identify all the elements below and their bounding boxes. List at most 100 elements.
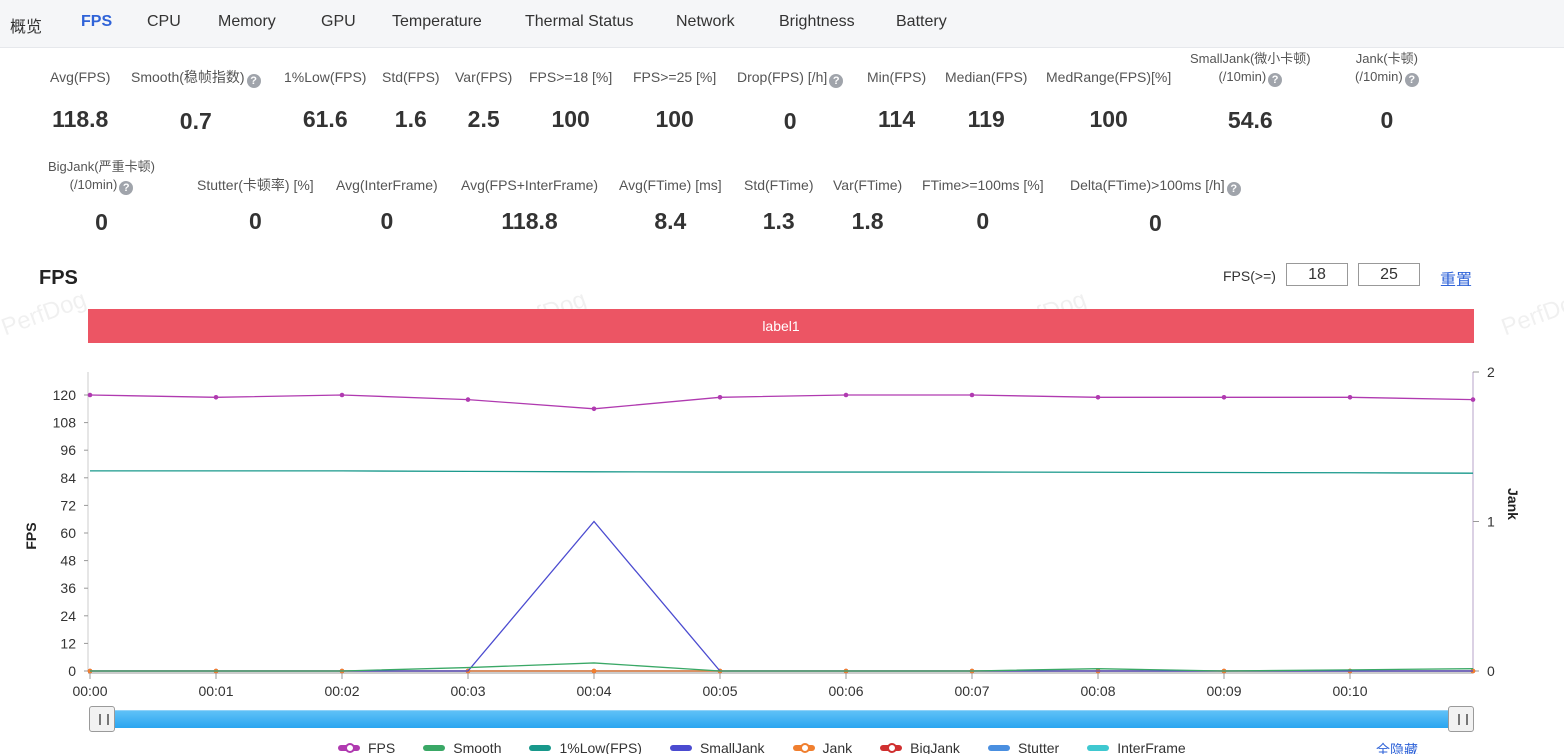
- time-range-slider[interactable]: [90, 710, 1472, 728]
- fps-threshold-input-1[interactable]: [1286, 263, 1348, 286]
- x-tick-label: 00:09: [1206, 683, 1241, 699]
- fps-threshold-label: FPS(>=): [1223, 268, 1276, 284]
- metric-delta-ftime: Delta(FTime)>100ms [/h]? 0: [1070, 176, 1241, 237]
- slider-handle-right[interactable]: [1448, 706, 1474, 732]
- x-tick-label: 00:06: [828, 683, 863, 699]
- legend-item[interactable]: FPS: [338, 740, 395, 754]
- y2-tick-label: 1: [1487, 514, 1495, 530]
- legend-label: Stutter: [1017, 740, 1060, 754]
- legend-swatch: [423, 745, 446, 751]
- legend-item[interactable]: 1%Low(FPS): [529, 740, 642, 754]
- data-point-fps: [465, 397, 471, 402]
- legend-label: SmallJank: [699, 740, 765, 754]
- metric-smalljank: SmallJank(微小卡顿) (/10min)? 54.6: [1190, 51, 1311, 133]
- tab-overview[interactable]: 概览: [10, 19, 43, 36]
- help-icon[interactable]: ?: [1268, 73, 1283, 87]
- metric-smooth: Smooth(稳帧指数)? 0.7: [131, 68, 261, 135]
- legend-swatch: [669, 745, 692, 751]
- metric-fps-ge-18: FPS>=18 [%] 100: [529, 69, 613, 132]
- metric-avg-interframe: Avg(InterFrame) 0: [336, 177, 438, 234]
- legend-item[interactable]: Stutter: [987, 740, 1060, 754]
- x-tick-label: 00:04: [576, 683, 611, 699]
- y2-tick-label: 0: [1487, 663, 1495, 679]
- y-tick-label: 48: [60, 553, 76, 569]
- x-tick-label: 00:01: [198, 683, 233, 699]
- label-bar[interactable]: label1: [88, 309, 1474, 343]
- metric-medrange-fps: MedRange(FPS)[%] 100: [1046, 69, 1172, 132]
- data-point-fps: [843, 392, 849, 398]
- series-line-smooth: [90, 662, 1474, 672]
- legend-item[interactable]: BigJank: [880, 740, 960, 754]
- metric-min-fps: Min(FPS) 114: [867, 69, 927, 132]
- watermark: PerfDog: [1497, 285, 1564, 342]
- help-icon[interactable]: ?: [1404, 73, 1419, 87]
- legend-item[interactable]: Jank: [792, 740, 853, 754]
- legend-swatch: [880, 743, 903, 753]
- metric-std-ftime: Std(FTime) 1.3: [744, 177, 814, 234]
- tab-memory[interactable]: Memory: [218, 13, 276, 30]
- legend-swatch: [1087, 745, 1110, 751]
- data-point-fps: [1221, 395, 1227, 400]
- tab-battery[interactable]: Battery: [896, 13, 947, 30]
- hide-all-button[interactable]: 全隐藏: [1376, 742, 1418, 754]
- data-point-fps: [591, 406, 597, 412]
- y2-tick-label: 2: [1487, 364, 1495, 380]
- metric-jank: Jank(卡顿) (/10min)? 0: [1355, 51, 1419, 133]
- x-tick-label: 00:07: [954, 683, 989, 699]
- watermark: PerfDog: [0, 285, 90, 342]
- metric-ftime-ge-100ms: FTime>=100ms [%] 0: [922, 177, 1044, 234]
- tab-gpu[interactable]: GPU: [321, 13, 356, 30]
- legend-label: Jank: [822, 740, 853, 754]
- y-axis-label: FPS: [23, 522, 39, 549]
- help-icon[interactable]: ?: [119, 181, 134, 195]
- legend-item[interactable]: SmallJank: [669, 740, 765, 754]
- metric-drop-fps: Drop(FPS) [/h]? 0: [737, 68, 844, 135]
- series-line-smalljank: [90, 520, 1473, 672]
- data-point-fps: [213, 395, 219, 400]
- data-point-jank: [591, 668, 597, 674]
- tab-cpu[interactable]: CPU: [147, 13, 181, 30]
- tab-thermal-status[interactable]: Thermal Status: [525, 13, 634, 30]
- metric-stutter: Stutter(卡顿率) [%] 0: [197, 177, 314, 234]
- tab-network[interactable]: Network: [676, 13, 735, 30]
- tab-bar: 概览 FPS CPU Memory GPU Temperature Therma…: [0, 0, 1564, 48]
- chart-title: FPS: [39, 267, 78, 289]
- metric-median-fps: Median(FPS) 119: [945, 69, 1028, 132]
- tab-brightness[interactable]: Brightness: [779, 13, 855, 30]
- legend-swatch: [792, 743, 815, 753]
- y-tick-label: 72: [60, 497, 76, 513]
- metric-avg-fps-interframe: Avg(FPS+InterFrame) 118.8: [461, 177, 599, 234]
- y-tick-label: 36: [60, 580, 76, 596]
- data-point-fps: [1347, 395, 1353, 400]
- help-icon[interactable]: ?: [1226, 182, 1241, 196]
- legend-swatch: [987, 745, 1010, 751]
- metric-bigjank: BigJank(严重卡顿) (/10min)? 0: [48, 159, 155, 235]
- help-icon[interactable]: ?: [829, 74, 844, 88]
- series-line-fps: [89, 394, 1474, 410]
- metric-1pct-low: 1%Low(FPS) 61.6: [284, 69, 367, 132]
- legend-label: FPS: [368, 740, 396, 754]
- legend-item[interactable]: Smooth: [423, 740, 501, 754]
- tab-temperature[interactable]: Temperature: [392, 13, 482, 30]
- metric-var-ftime: Var(FTime) 1.8: [833, 177, 903, 234]
- help-icon[interactable]: ?: [246, 74, 261, 88]
- x-tick-label: 00:03: [450, 683, 485, 699]
- metric-std-fps: Std(FPS) 1.6: [382, 69, 440, 132]
- y-tick-label: 24: [60, 608, 76, 624]
- metric-fps-ge-25: FPS>=25 [%] 100: [633, 69, 717, 132]
- legend-item[interactable]: InterFrame: [1087, 740, 1186, 754]
- data-point-fps: [339, 392, 345, 398]
- chart-legend: FPS Smooth 1%Low(FPS) SmallJank Jank BigJank S…: [338, 740, 1214, 754]
- slider-handle-left[interactable]: [89, 706, 115, 732]
- x-tick-label: 00:00: [72, 683, 107, 699]
- fps-threshold-input-2[interactable]: [1358, 263, 1420, 286]
- y-tick-label: 120: [53, 387, 77, 403]
- tab-fps[interactable]: FPS: [81, 13, 113, 30]
- y-tick-label: 108: [53, 415, 77, 431]
- data-point-fps: [717, 395, 723, 400]
- metric-avg-fps: Avg(FPS) 118.8: [50, 69, 111, 132]
- reset-button[interactable]: 重置: [1440, 272, 1473, 289]
- data-point-fps: [1095, 395, 1101, 400]
- metric-var-fps: Var(FPS) 2.5: [455, 69, 513, 132]
